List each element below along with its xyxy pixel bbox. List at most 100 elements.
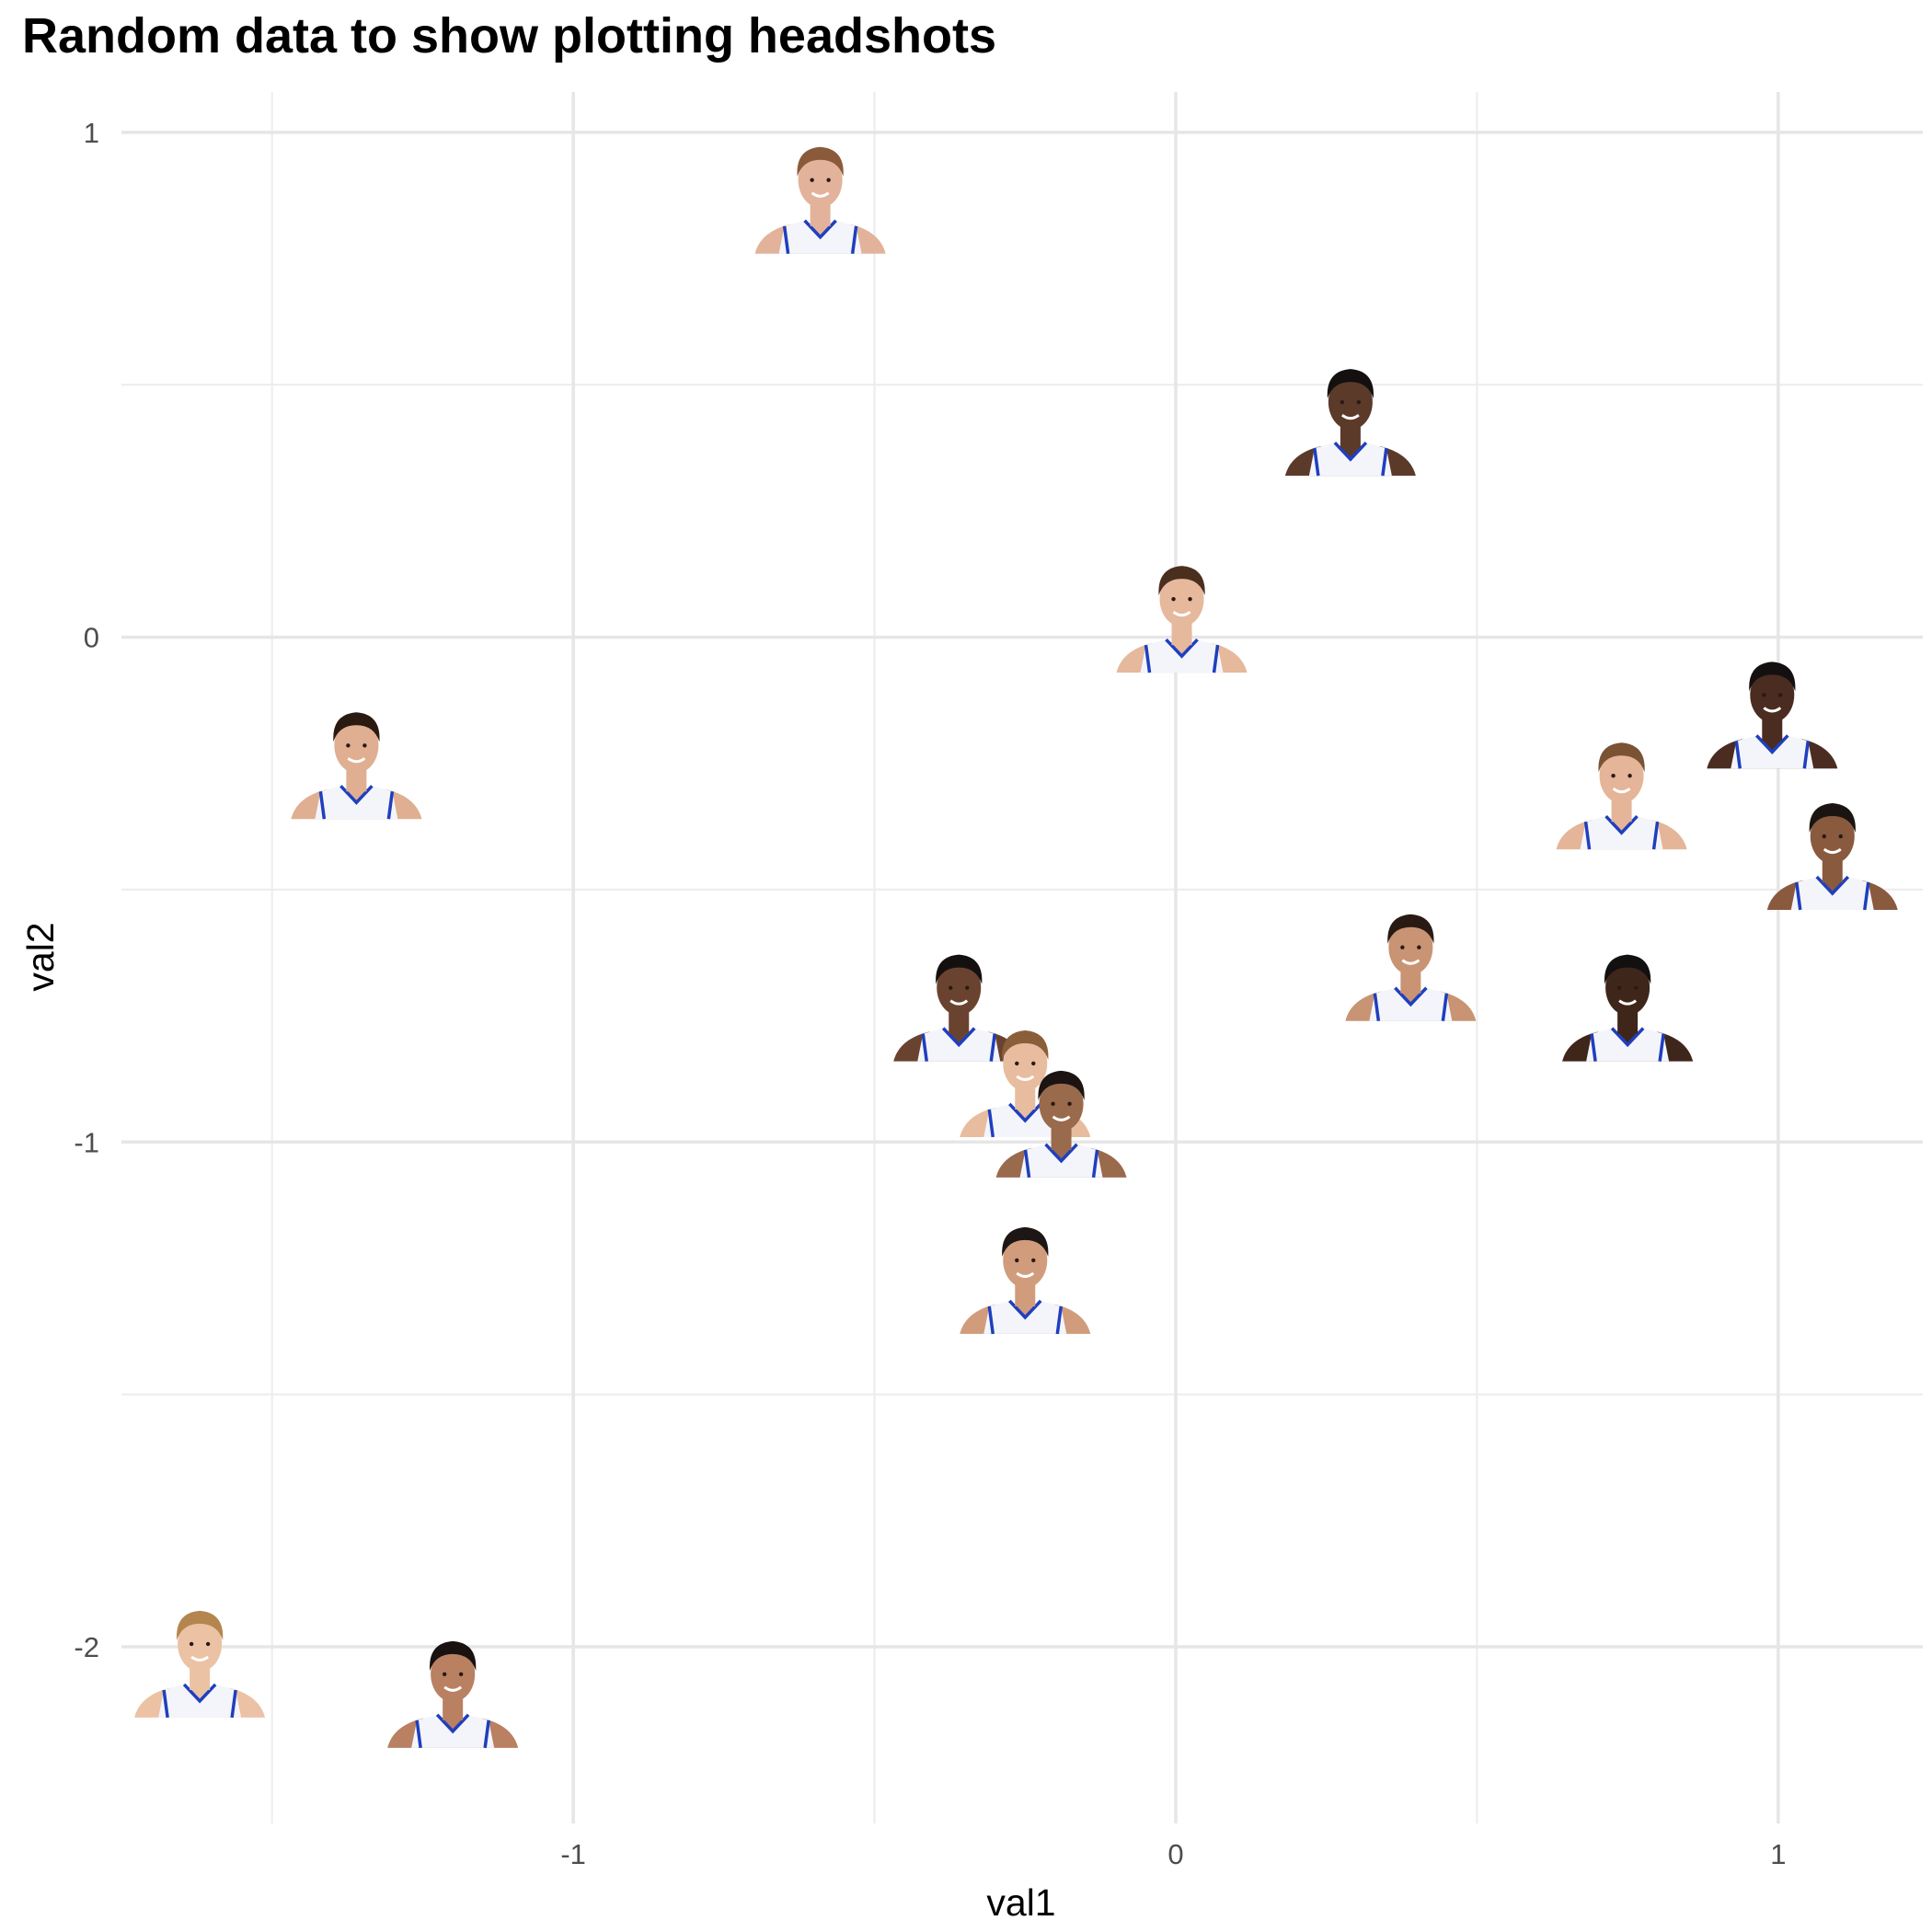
jersey-trim bbox=[782, 219, 858, 254]
eye-shape bbox=[1627, 773, 1632, 778]
jersey-shape bbox=[917, 1028, 1001, 1062]
smile-shape bbox=[1823, 847, 1842, 855]
face-shape bbox=[1605, 960, 1650, 1016]
headshot-point bbox=[134, 1610, 266, 1719]
headshot-point bbox=[1116, 566, 1248, 673]
eye-shape bbox=[1838, 834, 1843, 839]
eye-shape bbox=[1778, 693, 1783, 697]
eye-shape bbox=[1031, 1061, 1036, 1066]
eye-shape bbox=[1171, 596, 1176, 602]
y-tick-label: -1 bbox=[74, 1126, 99, 1158]
x-tick-label: 0 bbox=[1167, 1838, 1183, 1870]
neck-shape bbox=[1015, 1085, 1036, 1110]
neck-shape bbox=[443, 1696, 464, 1720]
smile-shape bbox=[443, 1685, 463, 1692]
face-shape bbox=[178, 1616, 223, 1672]
smile-shape bbox=[1016, 1075, 1035, 1081]
smile-shape bbox=[1612, 787, 1631, 794]
smile-shape bbox=[1618, 999, 1638, 1006]
hair-shape bbox=[1598, 742, 1645, 773]
eye-shape bbox=[1067, 1101, 1072, 1107]
chart-title: Random data to show plotting headshots bbox=[22, 8, 996, 63]
headshot-point bbox=[960, 1226, 1091, 1335]
smile-shape bbox=[1172, 610, 1191, 617]
face-shape bbox=[937, 960, 982, 1016]
smile-shape bbox=[949, 999, 969, 1006]
hair-shape bbox=[936, 954, 983, 984]
eye-shape bbox=[1015, 1258, 1019, 1263]
headshot-point bbox=[1556, 742, 1687, 850]
smile-shape bbox=[1763, 707, 1782, 713]
hair-shape bbox=[1604, 954, 1651, 984]
eye-shape bbox=[1356, 399, 1362, 405]
jersey-trim bbox=[987, 1299, 1064, 1335]
y-tick-label: -2 bbox=[74, 1631, 99, 1663]
jersey-trim bbox=[1590, 1027, 1665, 1062]
neck-shape bbox=[1400, 969, 1421, 994]
eye-shape bbox=[1611, 773, 1616, 778]
neck-shape bbox=[1611, 798, 1632, 822]
headshot-point bbox=[893, 954, 1025, 1062]
jersey-trim bbox=[921, 1027, 996, 1062]
face-shape bbox=[1810, 809, 1855, 865]
jersey-trim bbox=[1373, 986, 1449, 1021]
x-tick-label: 1 bbox=[1770, 1838, 1786, 1870]
face-shape bbox=[798, 152, 843, 208]
hair-shape bbox=[797, 146, 844, 177]
headshot-point bbox=[1345, 914, 1477, 1021]
jersey-trim bbox=[1583, 814, 1660, 850]
hair-shape bbox=[1002, 1029, 1049, 1060]
face-shape bbox=[1039, 1075, 1084, 1132]
smile-shape bbox=[347, 757, 366, 764]
jersey-trim bbox=[1313, 441, 1388, 477]
hair-shape bbox=[1158, 566, 1205, 596]
y-axis-title: val2 bbox=[19, 922, 62, 991]
eye-shape bbox=[442, 1672, 447, 1677]
jersey-shape bbox=[1586, 1028, 1670, 1062]
y-tick-label: 0 bbox=[84, 622, 99, 654]
hair-shape bbox=[1749, 661, 1796, 692]
face-shape bbox=[334, 718, 379, 774]
neck-shape bbox=[190, 1665, 211, 1690]
eye-shape bbox=[1031, 1258, 1036, 1263]
hair-shape bbox=[1002, 1226, 1049, 1257]
face-shape bbox=[1003, 1232, 1048, 1288]
headshot-point bbox=[1284, 369, 1416, 477]
eye-shape bbox=[1400, 945, 1405, 949]
x-axis-title: val1 bbox=[986, 1881, 1055, 1924]
headshot-point bbox=[291, 712, 422, 820]
smile-shape bbox=[1052, 1115, 1071, 1121]
face-shape bbox=[1388, 919, 1433, 975]
smile-shape bbox=[190, 1655, 210, 1662]
neck-shape bbox=[346, 767, 367, 792]
face-shape bbox=[1159, 571, 1204, 627]
face-shape bbox=[431, 1646, 476, 1702]
hair-shape bbox=[333, 712, 380, 742]
face-shape bbox=[1750, 667, 1795, 723]
tick-labels: -1 0 1 1 0 -1 -2 bbox=[74, 117, 1786, 1870]
eye-shape bbox=[1015, 1061, 1019, 1066]
jersey-trim bbox=[162, 1683, 237, 1719]
neck-shape bbox=[1051, 1125, 1072, 1150]
jersey-trim bbox=[318, 785, 395, 820]
smile-shape bbox=[811, 191, 830, 198]
eye-shape bbox=[1616, 985, 1622, 990]
eye-shape bbox=[949, 985, 953, 990]
eye-shape bbox=[965, 985, 970, 990]
smile-shape bbox=[1016, 1271, 1035, 1278]
eye-shape bbox=[458, 1672, 464, 1677]
neck-shape bbox=[1340, 424, 1361, 449]
eye-shape bbox=[1051, 1101, 1055, 1107]
jersey-shape bbox=[1369, 987, 1453, 1021]
data-points bbox=[134, 146, 1898, 1749]
hair-shape bbox=[1809, 803, 1856, 834]
hair-shape bbox=[1038, 1070, 1085, 1100]
neck-shape bbox=[1762, 717, 1783, 742]
eye-shape bbox=[1633, 985, 1639, 990]
eye-shape bbox=[1762, 693, 1766, 697]
headshot-point bbox=[1766, 803, 1898, 911]
hair-shape bbox=[430, 1640, 477, 1671]
eye-shape bbox=[826, 178, 831, 182]
eye-shape bbox=[346, 743, 351, 748]
